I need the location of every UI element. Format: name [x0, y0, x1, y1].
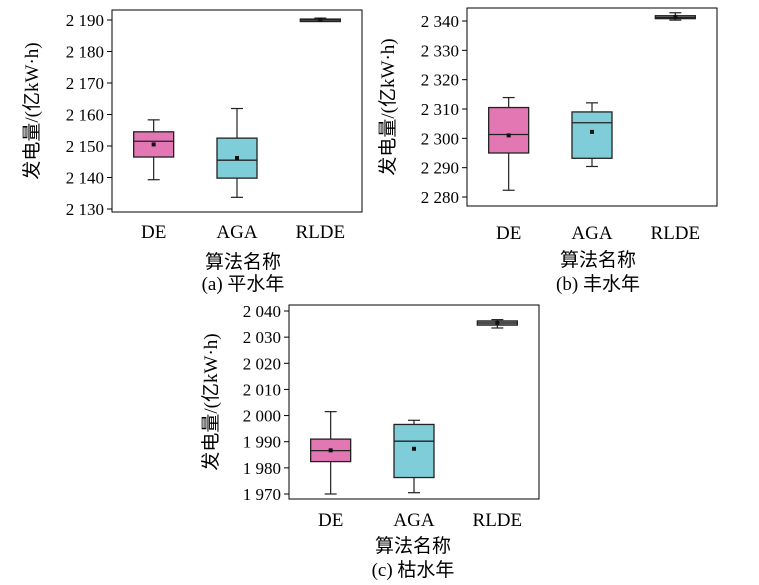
panel-a: 2 130 2 140 2 150 2 160 2 170 2 180 2 190 DE AG… [21, 9, 363, 295]
panel-b-box-rlde [654, 12, 696, 21]
panel-b-ytick-label: 2 330 [421, 41, 459, 60]
panel-a-xtick-label: DE [141, 222, 166, 243]
panel-c-box-de [310, 411, 352, 495]
panel-c-xtick-labels: DE AGA RLDE [318, 510, 522, 531]
panel-b-box-aga [571, 102, 613, 168]
panel-b-xtick-label: AGA [571, 223, 612, 244]
panel-b-xlabel: 算法名称 [560, 249, 636, 271]
panel-a-ylabel: 发电量/(亿kW·h) [21, 42, 43, 179]
panel-a-xtick-labels: DE AGA RLDE [141, 222, 345, 243]
panel-c-ytick-label: 1 980 [243, 459, 281, 478]
panel-a-ytick-marks [107, 19, 112, 210]
panel-b-ylabel: 发电量/(亿kW·h) [377, 38, 399, 175]
panel-a-ytick-label: 2 190 [66, 11, 104, 30]
mean-marker [318, 17, 323, 22]
panel-c-ytick-label: 2 000 [243, 407, 281, 426]
panel-c-xtick-label: RLDE [473, 510, 523, 531]
panel-a-xtick-label: RLDE [296, 222, 346, 243]
mean-marker [495, 320, 500, 325]
panel-b-ytick-label: 2 280 [421, 188, 459, 207]
mean-marker [235, 155, 239, 160]
panel-a-ytick-label: 2 140 [66, 169, 104, 188]
panel-c-ytick-label: 2 020 [243, 354, 281, 373]
panel-c-xtick-label: AGA [393, 510, 434, 531]
panel-b-ytick-label: 2 320 [421, 71, 459, 90]
panel-b-ytick-label: 2 290 [421, 159, 459, 178]
panel-c-box-rlde [476, 319, 518, 329]
panel-c-ytick-label: 2 010 [243, 380, 281, 399]
panel-a-ytick-label: 2 170 [66, 74, 104, 93]
iqr-box [571, 111, 613, 159]
mean-marker [673, 14, 678, 19]
panel-a-ytick-label: 2 160 [66, 106, 104, 125]
iqr-box [393, 423, 435, 479]
mean-marker [151, 142, 156, 147]
panel-c: 1 970 1 980 1 990 2 000 2 010 2 020 2 030 2 040… [200, 302, 540, 581]
panel-b-ytick-marks [462, 20, 467, 198]
panel-a-boxes [133, 17, 341, 198]
panel-a-xtick-label: AGA [216, 222, 257, 243]
mean-marker [412, 446, 416, 451]
panel-c-xlabel: 算法名称 [375, 535, 451, 557]
panel-b-xtick-label: DE [496, 223, 521, 244]
panel-a-ytick-label: 2 130 [66, 200, 104, 219]
panel-b-ytick-label: 2 300 [421, 129, 459, 148]
panel-a-ytick-labels: 2 130 2 140 2 150 2 160 2 170 2 180 2 190 [66, 11, 104, 219]
panel-c-ylabel: 发电量/(亿kW·h) [200, 333, 222, 470]
panel-c-ytick-marks [284, 310, 289, 495]
panel-c-ytick-label: 1 990 [243, 433, 281, 452]
panel-a-xlabel: 算法名称 [205, 251, 281, 273]
panel-a-caption: (a) 平水年 [202, 273, 285, 295]
panel-c-caption: (c) 枯水年 [372, 559, 455, 581]
mean-marker [328, 448, 333, 453]
panel-a-ytick-label: 2 180 [66, 43, 104, 62]
panel-a-box-rlde [299, 17, 341, 23]
mean-marker [590, 129, 594, 134]
panel-b-caption: (b) 丰水年 [556, 273, 640, 295]
panel-b: 2 280 2 290 2 300 2 310 2 320 2 330 2 340 DE AG… [377, 7, 718, 295]
panel-b-boxes [488, 12, 696, 191]
panel-b-ytick-labels: 2 280 2 290 2 300 2 310 2 320 2 330 2 340 [421, 12, 459, 207]
panel-b-ytick-label: 2 310 [421, 100, 459, 119]
panel-c-box-aga [393, 419, 435, 494]
panel-a-box-de [133, 119, 175, 181]
panel-c-boxes [310, 319, 518, 495]
panel-c-xtick-label: DE [318, 510, 343, 531]
panel-c-ytick-labels: 1 970 1 980 1 990 2 000 2 010 2 020 2 030 2 040 [243, 302, 281, 504]
panel-b-ytick-label: 2 340 [421, 12, 459, 31]
panel-c-ytick-label: 2 040 [243, 302, 281, 321]
panel-b-box-de [488, 96, 530, 191]
panel-b-xtick-labels: DE AGA RLDE [496, 223, 700, 244]
panel-b-xtick-label: RLDE [651, 223, 701, 244]
mean-marker [506, 133, 511, 138]
panel-a-box-aga [216, 107, 258, 198]
panel-c-ytick-label: 2 030 [243, 328, 281, 347]
panel-c-ytick-label: 1 970 [243, 485, 281, 504]
iqr-box [488, 106, 530, 154]
panel-a-ytick-label: 2 150 [66, 137, 104, 156]
